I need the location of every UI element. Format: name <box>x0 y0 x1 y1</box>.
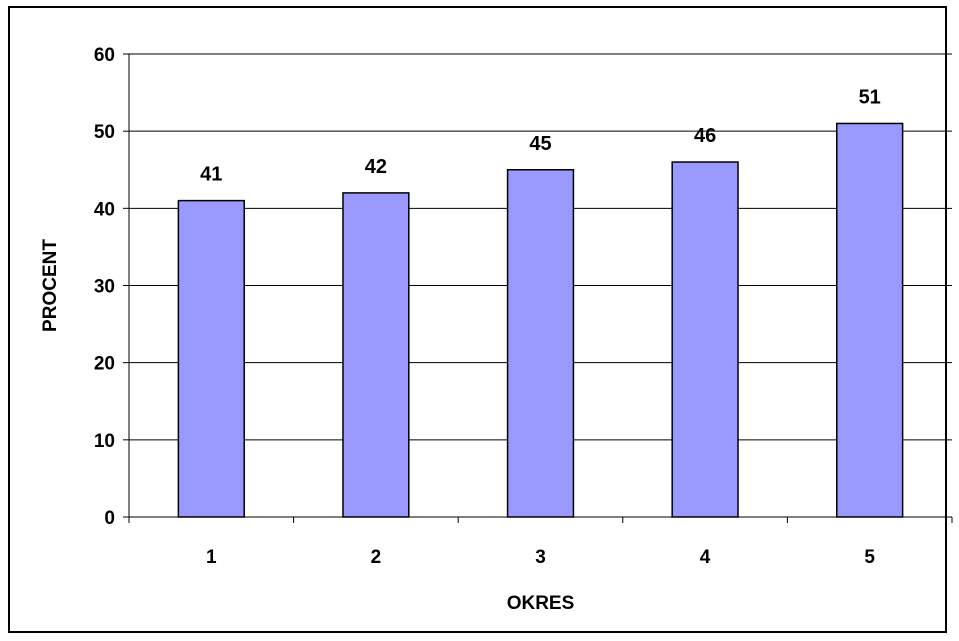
y-tick-label: 30 <box>94 277 115 298</box>
gridlines <box>129 53 952 441</box>
bar <box>342 192 410 518</box>
data-label: 42 <box>365 156 387 178</box>
y-tick-label: 50 <box>94 122 115 143</box>
data-label: 41 <box>200 164 222 186</box>
y-tick-label: 60 <box>94 45 115 66</box>
x-tick-label: 3 <box>535 547 546 568</box>
axes <box>123 53 953 523</box>
data-label: 51 <box>859 86 881 108</box>
y-tick-label: 0 <box>104 508 115 529</box>
x-tick-label: 5 <box>864 547 875 568</box>
bar <box>671 161 739 518</box>
y-tick-label: 20 <box>94 354 115 375</box>
labels: 0 10 20 30 40 50 60 41 1 42 2 45 3 46 4 51 5 <box>94 45 881 568</box>
x-tick-label: 1 <box>206 547 217 568</box>
chart-frame <box>8 6 947 633</box>
bar <box>836 122 904 518</box>
y-tick-label: 40 <box>94 199 115 220</box>
data-label: 45 <box>529 133 551 155</box>
data-label: 46 <box>694 125 716 147</box>
bar <box>177 199 245 518</box>
y-axis-title: PROCENT <box>40 239 61 332</box>
bars <box>177 122 904 518</box>
x-tick-label: 4 <box>700 547 711 568</box>
x-axis-title: OKRES <box>507 593 575 614</box>
bar <box>506 169 575 518</box>
y-tick-label: 10 <box>94 431 115 452</box>
x-tick-label: 2 <box>371 547 382 568</box>
